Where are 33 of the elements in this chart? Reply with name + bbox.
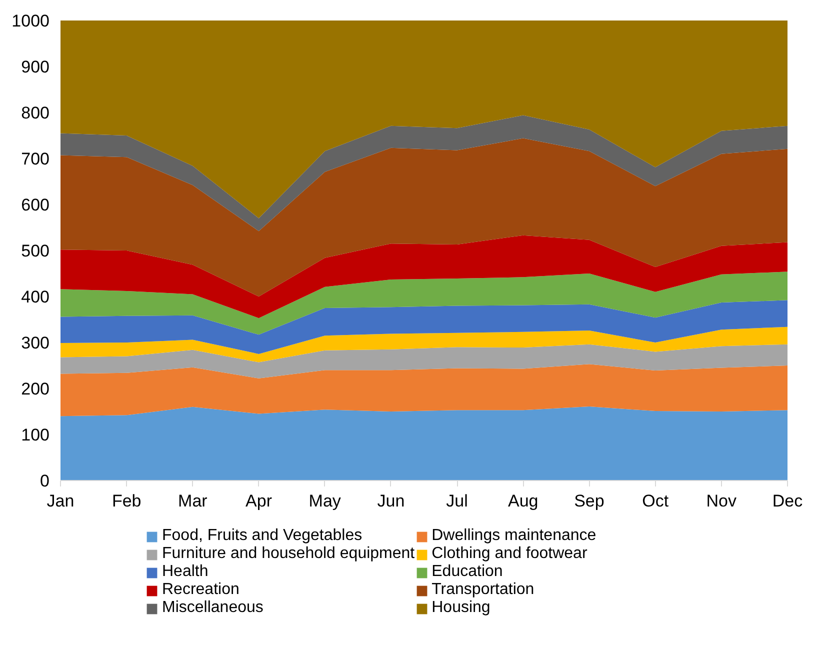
legend-label: Furniture and household equipment — [162, 545, 415, 563]
y-tick-label: 500 — [21, 242, 50, 260]
y-tick-label: 300 — [21, 334, 50, 352]
legend-label: Health — [162, 563, 208, 581]
legend-label: Clothing and footwear — [432, 545, 588, 563]
y-tick-label: 600 — [21, 196, 50, 214]
x-tick-label: Jul — [446, 492, 468, 510]
y-tick-label: 1000 — [12, 12, 50, 30]
y-tick-label: 400 — [21, 288, 50, 306]
y-tick-label: 800 — [21, 104, 50, 122]
legend-label: Education — [432, 563, 503, 581]
x-tick-label: Dec — [772, 492, 804, 510]
legend-label: Transportation — [432, 581, 534, 599]
legend-label: Recreation — [162, 581, 240, 599]
x-tick-label: Apr — [246, 492, 272, 510]
x-tick-label: May — [308, 492, 342, 510]
y-tick-label: 200 — [21, 380, 50, 398]
x-tick-label: Nov — [706, 492, 738, 510]
y-tick-label: 100 — [21, 426, 50, 444]
x-tick-label: Jan — [46, 492, 74, 510]
legend-label: Housing — [432, 599, 490, 617]
y-tick-label: 700 — [21, 150, 50, 168]
x-tick-label: Feb — [112, 492, 142, 510]
x-tick-label: Sep — [574, 492, 604, 510]
x-tick-label: Jun — [377, 492, 405, 510]
y-tick-label: 900 — [21, 58, 50, 76]
legend-label: Dwellings maintenance — [432, 527, 596, 545]
x-tick-label: Oct — [642, 492, 669, 510]
legend-label: Food, Fruits and Vegetables — [162, 527, 362, 545]
x-tick-label: Mar — [178, 492, 208, 510]
legend-label: Miscellaneous — [162, 599, 264, 617]
y-tick-label: 0 — [40, 472, 50, 490]
x-tick-label: Aug — [508, 492, 538, 510]
